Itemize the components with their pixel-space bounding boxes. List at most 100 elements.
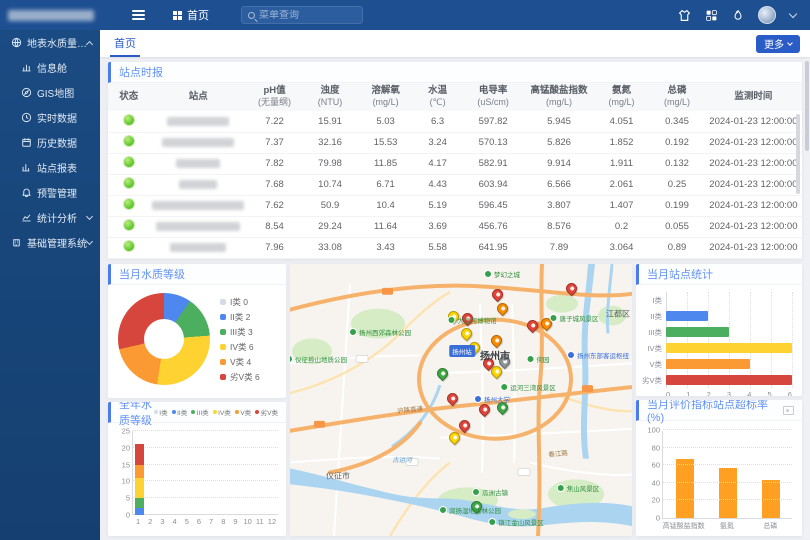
theme-skin-icon[interactable]	[678, 9, 691, 22]
legend-item[interactable]: II类 2	[220, 311, 260, 323]
chevron-down-icon	[86, 213, 93, 220]
cell-value: 2024-01-23 12:00:00	[705, 195, 802, 216]
station-name-redacted	[162, 138, 234, 147]
sidebar-section-0[interactable]: 地表水质量监测系统	[0, 30, 100, 55]
legend-item[interactable]: III类 3	[220, 326, 260, 338]
line-chart-icon	[20, 212, 32, 224]
cell-value: 2024-01-23 12:00:00	[705, 111, 802, 132]
cell-value: 0.2	[594, 216, 650, 237]
tab-bar: 首页 更多	[100, 30, 810, 57]
cell-value: 10.4	[358, 195, 414, 216]
tab-home[interactable]: 首页	[110, 30, 140, 57]
table-row[interactable]: 7.9633.083.435.58641.957.893.0640.892024…	[108, 237, 802, 258]
legend-item[interactable]: V类	[235, 407, 251, 417]
save-image-icon[interactable]	[783, 406, 794, 415]
sidebar-section-1[interactable]: 基础管理系统	[0, 230, 100, 255]
status-dot-normal	[124, 220, 134, 230]
table-row[interactable]: 7.2215.915.036.3597.825.9454.0510.345202…	[108, 111, 802, 132]
hbar-V类[interactable]	[666, 359, 750, 369]
app-window: 首页 地表水质量监测系统信息舱GIS地图实时数据历史数据站点报表预警管理统计分析…	[0, 0, 810, 540]
legend-item[interactable]: III类	[191, 407, 208, 417]
cell-value: 2024-01-23 12:00:00	[705, 216, 802, 237]
sidebar-item-预警管理[interactable]: 预警管理	[0, 180, 100, 205]
hbar-II类[interactable]	[666, 311, 708, 321]
map-label: 镇江金山风景区	[488, 517, 544, 527]
vbar-氨氮[interactable]	[719, 468, 737, 518]
breadcrumb[interactable]: 首页	[173, 7, 209, 23]
station-pin[interactable]	[467, 340, 483, 356]
hbar-劣V类[interactable]	[666, 375, 792, 385]
station-pin[interactable]	[460, 310, 476, 326]
cell-value: 29.24	[302, 216, 358, 237]
cell-value: 7.68	[247, 174, 303, 195]
station-pin[interactable]	[469, 499, 485, 515]
station-pin[interactable]	[446, 308, 462, 324]
table-row[interactable]: 8.5429.2411.643.69456.768.5760.20.055202…	[108, 216, 802, 237]
table-row[interactable]: 7.3732.1615.533.24570.135.8261.8520.1922…	[108, 132, 802, 153]
exceed-rate-chart[interactable]: 204060801000	[662, 431, 792, 519]
station-map[interactable]: 扬州市江都区仪征市扬州西郊森林公园仪征捺山地质公园何园运河三湾风景区唐子城风景区…	[290, 264, 632, 536]
table-row[interactable]: 7.8279.9811.854.17582.919.9141.9110.1322…	[108, 153, 802, 174]
notification-flame-icon[interactable]	[732, 9, 744, 22]
sidebar-collapse-button[interactable]	[132, 10, 145, 20]
station-pin[interactable]	[457, 417, 473, 433]
more-button[interactable]: 更多	[756, 35, 800, 53]
vbar-高锰酸盐指数[interactable]	[676, 459, 694, 518]
grade-donut-chart[interactable]	[118, 293, 210, 385]
page-scrollbar[interactable]	[804, 57, 810, 539]
exceed-rate-panel: 当月评价指标站点超标率(%) 204060801000 高锰酸盐指数氨氮总磷	[636, 400, 802, 536]
legend-item[interactable]: 劣V类 6	[220, 371, 260, 383]
stacked-bar-month-1[interactable]	[135, 444, 144, 515]
year-grade-chart[interactable]: 0510152025	[132, 431, 278, 515]
legend-item[interactable]: IV类	[213, 407, 231, 417]
station-pin[interactable]	[564, 280, 580, 296]
station-pin[interactable]	[477, 402, 493, 418]
cell-value: 9.914	[524, 153, 593, 174]
sidebar-item-统计分析[interactable]: 统计分析	[0, 205, 100, 230]
sidebar-item-GIS地图[interactable]: GIS地图	[0, 80, 100, 105]
legend-item[interactable]: V类 4	[220, 356, 260, 368]
table-scrollbar[interactable]	[796, 114, 800, 194]
month-axis: 123456789101112	[132, 517, 278, 526]
legend-item[interactable]: 劣V类	[255, 407, 278, 417]
sidebar-item-站点报表[interactable]: 站点报表	[0, 155, 100, 180]
sidebar-item-信息舱[interactable]: 信息舱	[0, 55, 100, 80]
station-pin[interactable]	[539, 315, 555, 331]
legend-item[interactable]: II类	[172, 407, 188, 417]
table-row[interactable]: 7.6250.910.45.19596.453.8071.4070.199202…	[108, 195, 802, 216]
station-report-table[interactable]: 状态站点pH值(无量纲)浊度(NTU)溶解氧(mg/L)水温(℃)电导率(uS/…	[108, 83, 802, 259]
table-row[interactable]: 7.6810.746.714.43603.946.5662.0610.25202…	[108, 174, 802, 195]
cell-value: 596.45	[462, 195, 524, 216]
search-input[interactable]	[259, 10, 349, 21]
station-pin[interactable]	[435, 366, 451, 382]
station-pin[interactable]	[459, 326, 475, 342]
legend-item[interactable]: IV类 6	[220, 341, 260, 353]
breadcrumb-home[interactable]: 首页	[187, 7, 209, 23]
station-stats-chart[interactable]: I类II类III类IV类V类劣V类	[666, 292, 792, 388]
layout-switch-icon[interactable]	[705, 9, 718, 22]
hbar-IV类[interactable]	[666, 343, 792, 353]
search-icon	[248, 12, 255, 19]
user-avatar[interactable]	[758, 6, 776, 24]
station-pin[interactable]	[447, 429, 463, 445]
station-pin[interactable]	[525, 318, 541, 334]
status-dot-normal	[124, 136, 134, 146]
hbar-III类[interactable]	[666, 327, 729, 337]
user-menu-chevron-down-icon[interactable]	[789, 9, 797, 17]
station-pin[interactable]	[495, 400, 511, 416]
indicator-axis: 高锰酸盐指数氨氮总磷	[662, 521, 792, 531]
station-pin[interactable]	[490, 286, 506, 302]
column-header: 水温(℃)	[413, 83, 462, 111]
station-pin[interactable]	[445, 391, 461, 407]
menu-search-box[interactable]	[241, 6, 363, 24]
legend-item[interactable]: I类	[154, 407, 168, 417]
cell-value: 3.064	[594, 237, 650, 258]
station-name-redacted	[156, 222, 240, 231]
sidebar-item-实时数据[interactable]: 实时数据	[0, 105, 100, 130]
sidebar-item-历史数据[interactable]: 历史数据	[0, 130, 100, 155]
station-pin[interactable]	[489, 333, 505, 349]
cell-value: 1.852	[594, 132, 650, 153]
cell-value: 7.22	[247, 111, 303, 132]
cell-value: 2024-01-23 12:00:00	[705, 132, 802, 153]
legend-item[interactable]: I类 0	[220, 296, 260, 308]
